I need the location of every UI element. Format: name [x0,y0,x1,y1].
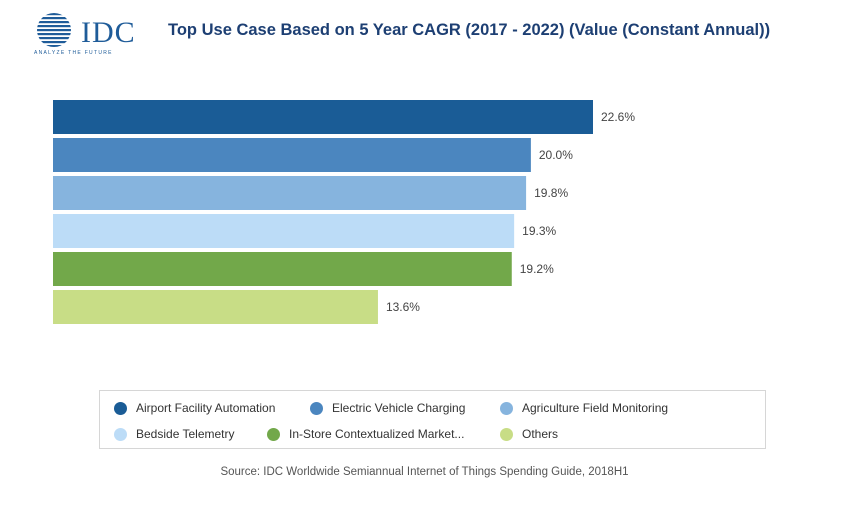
logo-text: IDC [81,16,136,49]
bar-value-label: 19.3% [522,224,556,238]
bar-4 [53,214,515,248]
source-note: Source: IDC Worldwide Semiannual Interne… [220,466,629,478]
globe-icon [37,13,71,47]
bar-5 [53,252,512,286]
logo-tagline: ANALYZE THE FUTURE [34,50,113,56]
bar-1 [53,100,593,134]
legend-item[interactable]: Agriculture Field Monitoring [500,401,668,415]
legend-dot-icon [114,401,127,415]
bar-value-label: 13.6% [386,300,420,314]
legend-dot-icon [500,401,513,415]
bar-value-label: 19.2% [520,262,554,276]
legend-label: Airport Facility Automation [136,401,276,415]
legend-item[interactable]: Others [500,427,558,441]
chart-legend: Airport Facility Automation Electric Vehi… [99,390,766,449]
legend-dot-icon [267,427,280,441]
legend-label: Bedside Telemetry [136,427,235,441]
idc-logo: IDC ANALYZE THE FUTURE [34,12,154,56]
legend-item[interactable]: Bedside Telemetry [114,427,235,441]
legend-label: Electric Vehicle Charging [332,401,466,415]
bar-6 [53,290,378,324]
legend-dot-icon [310,401,323,415]
bar-value-label: 20.0% [539,148,573,162]
legend-item[interactable]: Airport Facility Automation [114,401,275,415]
legend-item[interactable]: Electric Vehicle Charging [310,401,465,415]
bar-value-label: 22.6% [601,110,635,124]
bar-value-label: 19.8% [534,186,568,200]
legend-label: Agriculture Field Monitoring [522,401,669,415]
bar-3 [53,176,527,210]
bar-2 [53,138,531,172]
legend-dot-icon [500,427,513,441]
legend-dot-icon [114,427,127,441]
chart-title: Top Use Case Based on 5 Year CAGR (2017 … [168,21,771,39]
bar-chart: 22.6% 20.0% 19.8% 19.3% 19.2% 13.6% [53,100,635,324]
legend-label: Others [522,427,559,441]
legend-item[interactable]: In-Store Contextualized Market... [267,427,464,441]
legend-label: In-Store Contextualized Market... [289,427,465,441]
